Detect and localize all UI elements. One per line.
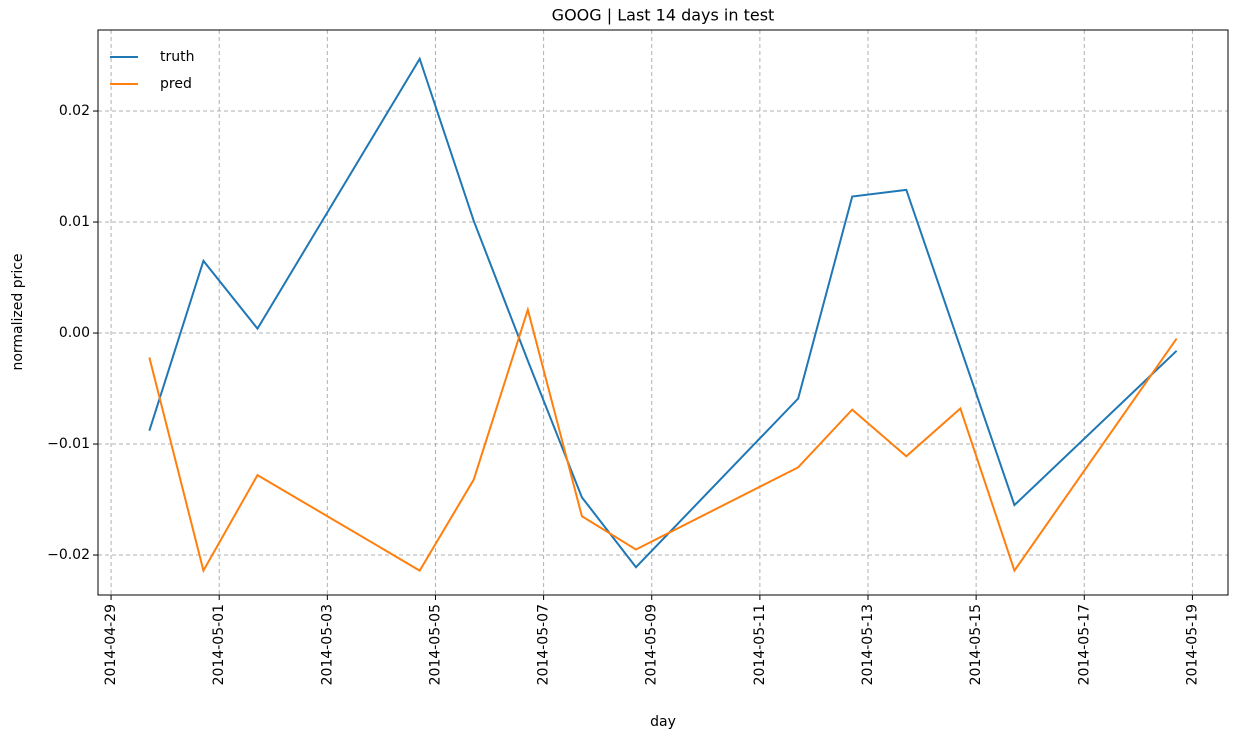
x-tick-label: 2014-05-11 [752, 604, 768, 685]
x-tick-label: 2014-05-19 [1184, 604, 1200, 685]
x-tick-label: 2014-04-29 [103, 604, 119, 685]
x-tick-label: 2014-05-03 [319, 604, 335, 685]
x-tick-label: 2014-05-09 [644, 604, 660, 685]
data-line [148, 56, 1178, 569]
x-tick-label: 2014-05-01 [211, 604, 227, 685]
data-line [148, 306, 1178, 574]
y-tick-label: 0.00 [59, 325, 90, 341]
legend-label: truth [160, 49, 194, 65]
x-tick-label: 2014-05-07 [536, 604, 552, 685]
x-tick-label: 2014-05-05 [427, 604, 443, 685]
y-tick-label: −0.01 [47, 436, 90, 452]
y-tick-label: 0.02 [59, 103, 90, 119]
chart-title: GOOG | Last 14 days in test [552, 6, 775, 25]
legend-label: pred [160, 76, 192, 92]
y-tick-label: 0.01 [59, 214, 90, 230]
x-tick-label: 2014-05-13 [860, 604, 876, 685]
x-axis-label: day [650, 714, 676, 730]
x-tick-label: 2014-05-15 [968, 604, 984, 685]
plot-frame [97, 29, 1229, 596]
x-tick-label: 2014-05-17 [1076, 604, 1092, 685]
y-tick-label: −0.02 [47, 547, 90, 563]
y-axis-label: normalized price [10, 253, 26, 370]
